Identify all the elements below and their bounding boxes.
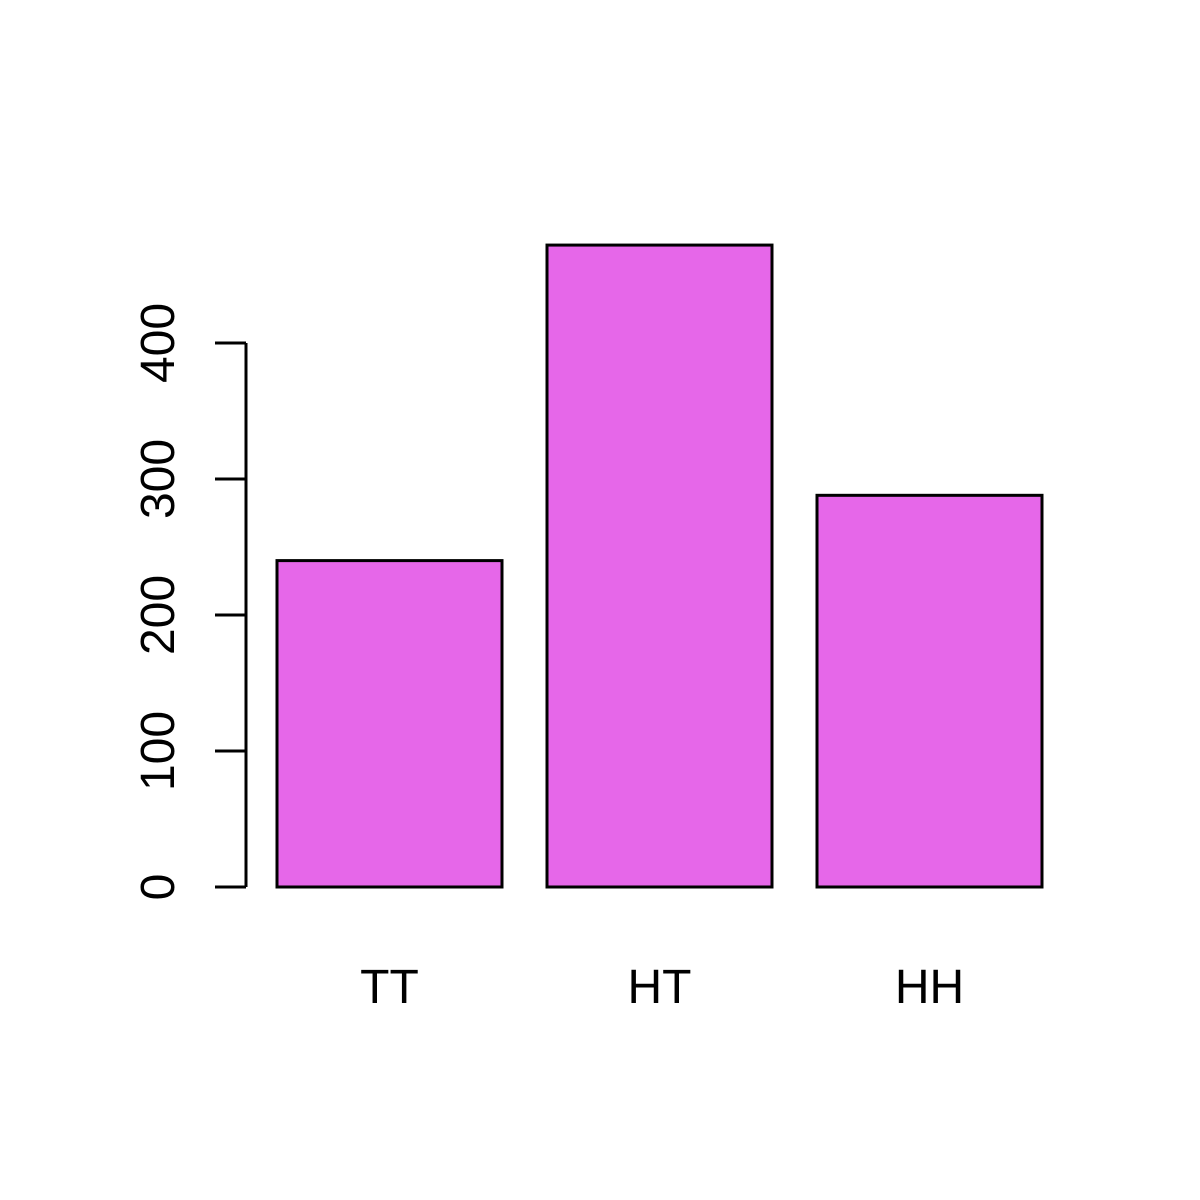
category-label-tt: TT [360, 961, 419, 1014]
bar-tt [275, 559, 504, 889]
y-tick-label-100: 100 [132, 711, 185, 791]
x-axis-labels: TT HT HH [360, 961, 964, 1014]
bar-ht [545, 243, 774, 889]
category-label-hh: HH [895, 961, 964, 1014]
y-tick-label-400: 400 [132, 303, 185, 383]
y-axis: 0 100 200 300 400 [132, 303, 248, 901]
bar-hh [815, 493, 1044, 889]
y-tick-label-200: 200 [132, 575, 185, 655]
y-tick-label-300: 300 [132, 439, 185, 519]
bars-group [275, 243, 1044, 889]
y-tick-label-0: 0 [132, 874, 185, 901]
category-label-ht: HT [628, 961, 692, 1014]
